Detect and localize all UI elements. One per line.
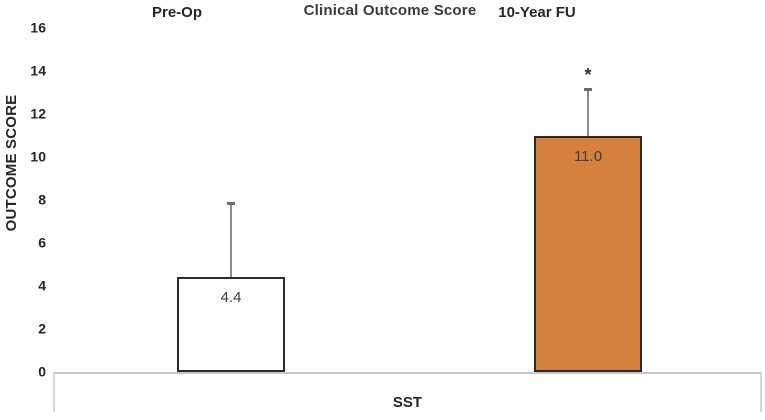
- y-tick-label: 2: [38, 320, 46, 337]
- y-tick-label: 4: [38, 277, 46, 294]
- x-category-label-pre-op: Pre-Op: [151, 4, 203, 21]
- error-bar-pre-op: [227, 202, 235, 278]
- chart-title: Clinical Outcome Score: [303, 2, 477, 19]
- plot-area: 4.4 * 11.0: [53, 28, 762, 372]
- y-tick-label: 14: [30, 62, 46, 79]
- x-axis-title: SST: [392, 394, 423, 411]
- x-category-label-10-year-fu: 10-Year FU: [498, 4, 576, 21]
- bar-group-10-year-fu: * 11.0: [534, 28, 642, 372]
- bar-value-label: 11.0: [573, 147, 603, 165]
- y-tick-label: 12: [30, 105, 46, 122]
- bar-pre-op: 4.4: [177, 277, 285, 372]
- bar-10-year-fu: 11.0: [534, 135, 642, 372]
- error-bar-cap: [584, 88, 592, 92]
- y-tick-label: 6: [38, 234, 46, 251]
- error-bar-cap: [227, 202, 235, 206]
- bar-group-pre-op: 4.4: [177, 28, 285, 372]
- y-tick-label: 16: [30, 19, 46, 36]
- error-bar-10-year-fu: [584, 88, 592, 136]
- x-axis-strip: [53, 372, 762, 412]
- y-tick-label: 10: [30, 148, 46, 165]
- bar-value-label: 4.4: [220, 289, 242, 307]
- significance-asterisk: *: [584, 65, 592, 86]
- y-tick-label: 0: [38, 363, 46, 380]
- y-tick-label: 8: [38, 191, 46, 208]
